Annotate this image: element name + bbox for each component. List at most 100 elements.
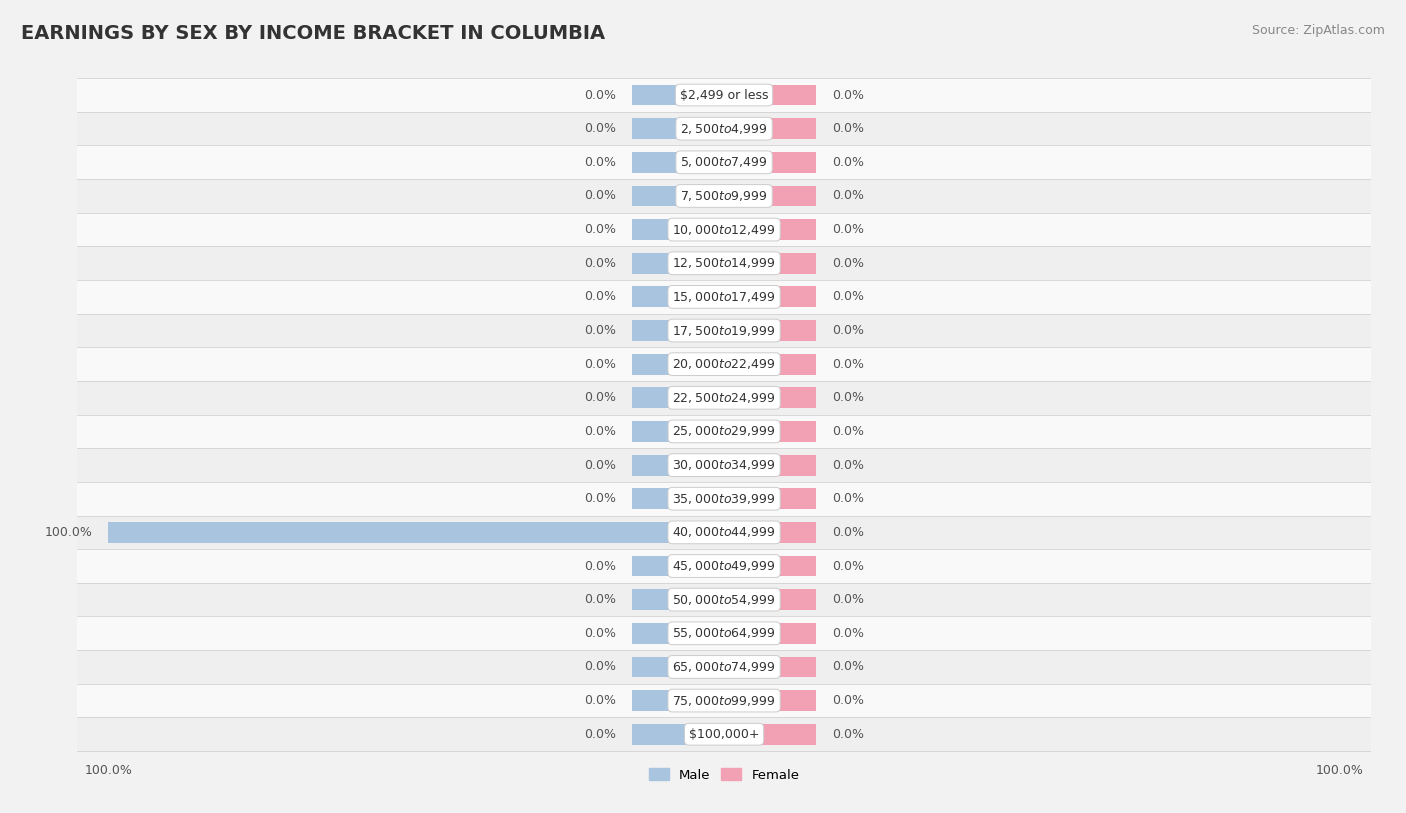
Text: $20,000 to $22,499: $20,000 to $22,499 — [672, 357, 776, 372]
Text: $65,000 to $74,999: $65,000 to $74,999 — [672, 660, 776, 674]
Bar — [724, 690, 817, 711]
Text: $2,499 or less: $2,499 or less — [681, 89, 768, 102]
Text: 0.0%: 0.0% — [832, 459, 863, 472]
Text: $45,000 to $49,999: $45,000 to $49,999 — [672, 559, 776, 573]
Text: $2,500 to $4,999: $2,500 to $4,999 — [681, 122, 768, 136]
Text: 0.0%: 0.0% — [585, 257, 616, 270]
Bar — [631, 320, 724, 341]
Text: 0.0%: 0.0% — [832, 290, 863, 303]
Bar — [724, 320, 817, 341]
Bar — [631, 489, 724, 509]
Bar — [631, 589, 724, 610]
Bar — [724, 85, 817, 106]
Text: $15,000 to $17,499: $15,000 to $17,499 — [672, 290, 776, 304]
Text: 0.0%: 0.0% — [832, 257, 863, 270]
Text: 0.0%: 0.0% — [832, 660, 863, 673]
Bar — [724, 657, 817, 677]
Bar — [724, 152, 817, 172]
Text: 0.0%: 0.0% — [585, 223, 616, 236]
Text: 0.0%: 0.0% — [585, 156, 616, 169]
Bar — [77, 112, 1371, 146]
Bar — [724, 253, 817, 274]
Text: Source: ZipAtlas.com: Source: ZipAtlas.com — [1251, 24, 1385, 37]
Text: 0.0%: 0.0% — [585, 89, 616, 102]
Text: $75,000 to $99,999: $75,000 to $99,999 — [672, 693, 776, 707]
Text: 0.0%: 0.0% — [585, 324, 616, 337]
Bar — [77, 550, 1371, 583]
Text: $10,000 to $12,499: $10,000 to $12,499 — [672, 223, 776, 237]
Bar — [631, 454, 724, 476]
Bar — [631, 286, 724, 307]
Bar — [724, 589, 817, 610]
Text: 0.0%: 0.0% — [832, 526, 863, 539]
Bar — [77, 583, 1371, 616]
Bar — [631, 220, 724, 240]
Bar — [631, 421, 724, 442]
Text: 0.0%: 0.0% — [832, 627, 863, 640]
Text: 0.0%: 0.0% — [585, 694, 616, 707]
Text: 100.0%: 100.0% — [45, 526, 93, 539]
Text: 0.0%: 0.0% — [832, 223, 863, 236]
Bar — [77, 448, 1371, 482]
Bar — [77, 684, 1371, 717]
Bar — [724, 454, 817, 476]
Bar — [631, 690, 724, 711]
Bar — [108, 522, 724, 543]
Text: 0.0%: 0.0% — [832, 122, 863, 135]
Bar — [77, 650, 1371, 684]
Text: $35,000 to $39,999: $35,000 to $39,999 — [672, 492, 776, 506]
Text: 0.0%: 0.0% — [585, 425, 616, 438]
Text: 0.0%: 0.0% — [585, 290, 616, 303]
Bar — [631, 623, 724, 644]
Text: $12,500 to $14,999: $12,500 to $14,999 — [672, 256, 776, 270]
Text: $30,000 to $34,999: $30,000 to $34,999 — [672, 458, 776, 472]
Text: 0.0%: 0.0% — [832, 324, 863, 337]
Bar — [631, 85, 724, 106]
Text: 0.0%: 0.0% — [585, 189, 616, 202]
Bar — [77, 482, 1371, 515]
Bar — [631, 185, 724, 207]
Bar — [724, 489, 817, 509]
Bar — [77, 179, 1371, 213]
Text: 0.0%: 0.0% — [832, 694, 863, 707]
Text: 0.0%: 0.0% — [585, 459, 616, 472]
Bar — [77, 246, 1371, 280]
Bar — [77, 415, 1371, 448]
Bar — [77, 381, 1371, 415]
Bar — [724, 286, 817, 307]
Text: 0.0%: 0.0% — [832, 492, 863, 505]
Bar — [77, 146, 1371, 179]
Text: 0.0%: 0.0% — [585, 492, 616, 505]
Text: $5,000 to $7,499: $5,000 to $7,499 — [681, 155, 768, 169]
Bar — [77, 717, 1371, 751]
Bar — [724, 555, 817, 576]
Text: 0.0%: 0.0% — [585, 559, 616, 572]
Bar — [77, 280, 1371, 314]
Bar — [724, 220, 817, 240]
Bar — [724, 118, 817, 139]
Text: $40,000 to $44,999: $40,000 to $44,999 — [672, 525, 776, 539]
Text: 0.0%: 0.0% — [585, 627, 616, 640]
Bar — [724, 623, 817, 644]
Text: EARNINGS BY SEX BY INCOME BRACKET IN COLUMBIA: EARNINGS BY SEX BY INCOME BRACKET IN COL… — [21, 24, 605, 43]
Text: $50,000 to $54,999: $50,000 to $54,999 — [672, 593, 776, 606]
Bar — [724, 387, 817, 408]
Bar — [724, 185, 817, 207]
Text: 0.0%: 0.0% — [832, 189, 863, 202]
Bar — [724, 522, 817, 543]
Bar — [724, 354, 817, 375]
Text: $25,000 to $29,999: $25,000 to $29,999 — [672, 424, 776, 438]
Text: $100,000+: $100,000+ — [689, 728, 759, 741]
Text: 0.0%: 0.0% — [832, 391, 863, 404]
Bar — [77, 347, 1371, 381]
Text: 0.0%: 0.0% — [585, 358, 616, 371]
Bar — [77, 78, 1371, 112]
Bar — [631, 354, 724, 375]
Legend: Male, Female: Male, Female — [644, 763, 804, 787]
Bar — [77, 515, 1371, 550]
Bar — [77, 213, 1371, 246]
Text: 0.0%: 0.0% — [585, 728, 616, 741]
Bar — [77, 314, 1371, 347]
Bar — [724, 724, 817, 745]
Text: 0.0%: 0.0% — [832, 156, 863, 169]
